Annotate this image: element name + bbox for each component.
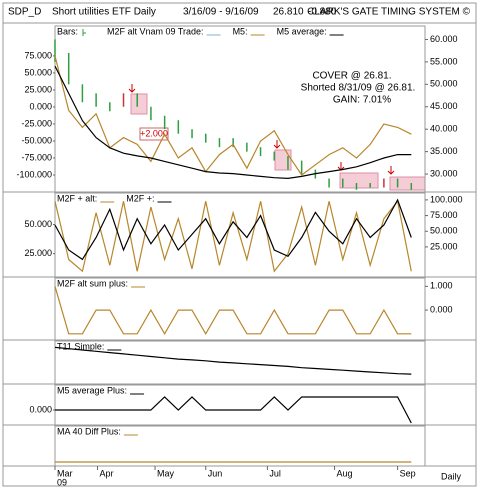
period-label: Daily bbox=[441, 471, 462, 481]
x-tick-label: May bbox=[157, 468, 175, 478]
series-line bbox=[55, 396, 412, 424]
y2-tick-label: 45.000 bbox=[430, 101, 458, 111]
y2-tick-label: 75.000 bbox=[430, 210, 458, 220]
legend-label: M2F alt Vnam 09 Trade: bbox=[107, 26, 204, 36]
annotation: GAIN: 7.01% bbox=[333, 95, 391, 106]
legend-label: M2F + alt: bbox=[57, 193, 97, 203]
annotation: Shorted 8/31/09 @ 26.81. bbox=[301, 83, 416, 94]
x-tick-label: Sep bbox=[400, 468, 416, 478]
series-line bbox=[54, 198, 412, 261]
legend-label: M5: bbox=[233, 26, 248, 36]
y-tick-label: 25.000 bbox=[24, 84, 52, 94]
outer-frame bbox=[2, 2, 477, 487]
legend-label: M2F +: bbox=[126, 193, 154, 203]
y-tick-label: 0.000 bbox=[29, 404, 52, 414]
y-tick-label: 50.000 bbox=[24, 67, 52, 77]
y-tick-label: 25.000 bbox=[24, 248, 52, 258]
legend-label: Bars: bbox=[57, 26, 78, 36]
trade-box bbox=[389, 176, 426, 191]
legend-swatch bbox=[82, 29, 87, 36]
series-line bbox=[54, 55, 412, 176]
series-line bbox=[54, 65, 412, 180]
x-tick-label: Jul bbox=[269, 468, 281, 478]
y2-tick-label: 25.000 bbox=[430, 241, 458, 251]
trade-label: +2.000 bbox=[140, 128, 168, 138]
series-line bbox=[54, 346, 412, 375]
y2-tick-label: 55.000 bbox=[430, 56, 458, 66]
y-tick-label: -100.000 bbox=[16, 169, 52, 179]
legend-label: M5 average: bbox=[277, 26, 327, 36]
last-price: 26.810 bbox=[273, 7, 304, 18]
y2-tick-label: 30.000 bbox=[430, 168, 458, 178]
series-line bbox=[54, 286, 412, 335]
x-year-label: 09 bbox=[57, 477, 67, 487]
trade-label-box bbox=[139, 127, 169, 141]
y-tick-label: 0.000 bbox=[29, 101, 52, 111]
y-tick-label: 75.000 bbox=[24, 50, 52, 60]
legend-label: M5 average Plus: bbox=[57, 385, 127, 395]
y2-tick-label: 60.000 bbox=[430, 34, 458, 44]
trade-box bbox=[339, 172, 379, 189]
legend-label: M2F alt sum plus: bbox=[57, 278, 128, 288]
x-tick-label: Jun bbox=[208, 468, 223, 478]
y2-tick-label: 40.000 bbox=[430, 124, 458, 134]
x-tick-label: Mar bbox=[57, 468, 73, 478]
y-tick-label: 50.000 bbox=[24, 219, 52, 229]
series-name: Short utilities ETF Daily bbox=[52, 7, 156, 18]
y2-tick-label: 1.000 bbox=[430, 281, 453, 291]
y2-tick-label: 50.000 bbox=[430, 79, 458, 89]
symbol: SDP_D bbox=[8, 7, 41, 18]
legend-label: MA 40 Diff Plus: bbox=[57, 426, 121, 436]
trade-box bbox=[130, 93, 148, 115]
annotation: COVER @ 26.81. bbox=[312, 71, 391, 82]
y-tick-label: -25.000 bbox=[21, 118, 52, 128]
x-tick-label: Aug bbox=[337, 468, 353, 478]
y2-tick-label: 0.000 bbox=[430, 304, 453, 314]
y2-tick-label: 35.000 bbox=[430, 146, 458, 156]
legend-label: T11 Simple: bbox=[57, 341, 104, 351]
y-tick-label: -50.000 bbox=[21, 135, 52, 145]
system-name: CLARK'S GATE TIMING SYSTEM © bbox=[307, 7, 470, 18]
y2-tick-label: 100.000 bbox=[430, 194, 463, 204]
series-line bbox=[54, 199, 412, 273]
y2-tick-label: 50.000 bbox=[430, 226, 458, 236]
date-range: 3/16/09 - 9/16/09 bbox=[183, 7, 259, 18]
x-tick-label: Apr bbox=[99, 468, 113, 478]
y-tick-label: -75.000 bbox=[21, 152, 52, 162]
change: -0.880 bbox=[308, 7, 337, 18]
